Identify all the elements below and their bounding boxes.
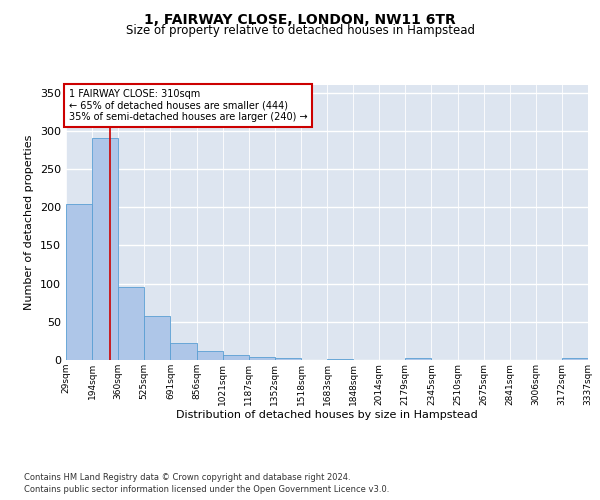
Text: Contains public sector information licensed under the Open Government Licence v3: Contains public sector information licen…: [24, 485, 389, 494]
Text: Contains HM Land Registry data © Crown copyright and database right 2024.: Contains HM Land Registry data © Crown c…: [24, 472, 350, 482]
Bar: [170, 343, 197, 360]
Bar: [66, 204, 92, 360]
Text: 1 FAIRWAY CLOSE: 310sqm
← 65% of detached houses are smaller (444)
35% of semi-d: 1 FAIRWAY CLOSE: 310sqm ← 65% of detache…: [68, 89, 307, 122]
Bar: [249, 357, 275, 360]
X-axis label: Distribution of detached houses by size in Hampstead: Distribution of detached houses by size …: [176, 410, 478, 420]
Bar: [197, 351, 223, 360]
Y-axis label: Number of detached properties: Number of detached properties: [25, 135, 34, 310]
Bar: [118, 286, 144, 360]
Text: 1, FAIRWAY CLOSE, LONDON, NW11 6TR: 1, FAIRWAY CLOSE, LONDON, NW11 6TR: [144, 12, 456, 26]
Bar: [223, 356, 249, 360]
Bar: [562, 358, 588, 360]
Bar: [327, 359, 353, 360]
Bar: [92, 138, 118, 360]
Bar: [275, 358, 301, 360]
Text: Size of property relative to detached houses in Hampstead: Size of property relative to detached ho…: [125, 24, 475, 37]
Bar: [144, 316, 170, 360]
Bar: [405, 358, 431, 360]
